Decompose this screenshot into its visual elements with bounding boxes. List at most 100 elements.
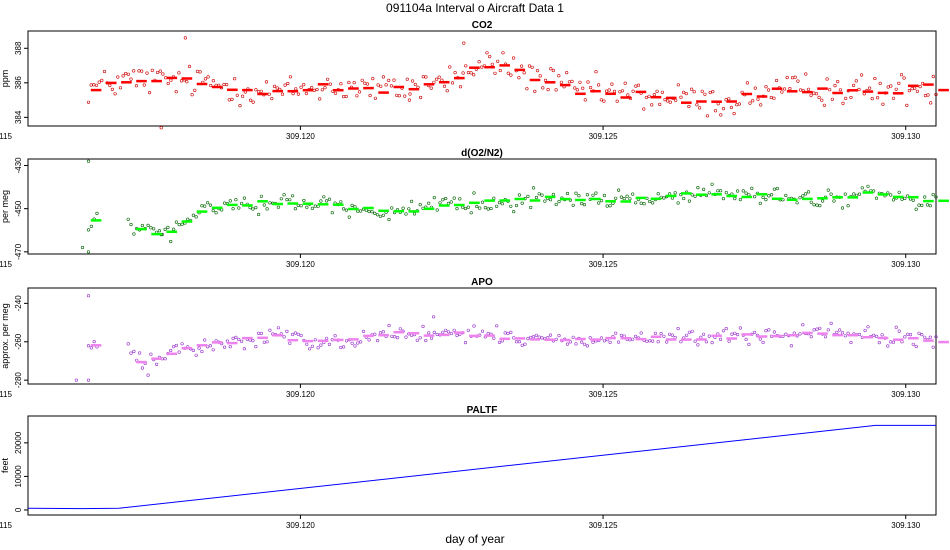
raw-point — [367, 209, 371, 214]
raw-point — [852, 192, 856, 196]
raw-point — [231, 336, 235, 341]
raw-point — [897, 190, 901, 194]
raw-point — [169, 348, 173, 353]
raw-point — [650, 339, 655, 343]
raw-point — [599, 336, 604, 340]
raw-point — [480, 329, 485, 333]
raw-point — [903, 335, 907, 339]
raw-point — [225, 82, 229, 87]
raw-point — [506, 331, 510, 336]
raw-point — [251, 339, 255, 343]
raw-point — [580, 340, 584, 344]
raw-point — [453, 70, 457, 75]
raw-point — [708, 90, 712, 95]
raw-point — [193, 88, 197, 92]
raw-point — [703, 92, 707, 96]
raw-point — [633, 201, 638, 205]
raw-point — [535, 68, 540, 73]
raw-point — [923, 195, 927, 199]
raw-point — [270, 96, 274, 101]
raw-point — [483, 206, 487, 210]
raw-point — [907, 88, 912, 93]
raw-point — [376, 339, 380, 343]
raw-point — [788, 86, 792, 91]
raw-point — [920, 203, 924, 207]
raw-point — [874, 196, 879, 200]
raw-point — [158, 69, 162, 73]
raw-point — [241, 94, 245, 98]
raw-point — [472, 191, 476, 195]
raw-point — [571, 335, 575, 339]
x-tick-label: 309.130 — [891, 260, 920, 269]
raw-point — [368, 93, 372, 98]
raw-point — [676, 83, 680, 87]
raw-point — [540, 336, 544, 340]
raw-point — [449, 200, 453, 204]
raw-point — [419, 95, 423, 100]
raw-point — [605, 204, 609, 208]
raw-point — [149, 226, 153, 230]
raw-point — [761, 340, 765, 345]
raw-point — [404, 212, 408, 216]
raw-point — [339, 345, 343, 350]
raw-point — [756, 97, 760, 101]
raw-point — [812, 203, 816, 207]
raw-point — [194, 215, 198, 219]
raw-point — [599, 98, 603, 102]
raw-point — [129, 351, 133, 355]
raw-point — [769, 95, 773, 100]
raw-point — [492, 336, 496, 340]
raw-point — [89, 224, 93, 228]
raw-point — [881, 102, 885, 106]
raw-point — [582, 203, 587, 207]
raw-point — [866, 184, 870, 188]
raw-point — [548, 333, 553, 337]
raw-point — [359, 209, 363, 213]
raw-point — [352, 80, 356, 85]
raw-point — [814, 92, 819, 96]
raw-point — [312, 88, 316, 92]
raw-point — [554, 202, 558, 207]
raw-point — [581, 86, 585, 90]
raw-point — [639, 331, 643, 335]
plot-frame — [27, 415, 937, 516]
x-tick-label: 309.130 — [891, 132, 920, 141]
raw-point — [97, 80, 101, 84]
raw-point — [355, 94, 359, 98]
raw-point — [891, 96, 896, 100]
raw-point — [809, 335, 813, 339]
raw-point — [721, 329, 726, 333]
raw-point — [318, 97, 322, 101]
raw-point — [697, 106, 702, 110]
raw-point — [533, 89, 537, 93]
raw-point — [495, 324, 499, 328]
raw-point — [495, 204, 499, 208]
raw-point — [492, 196, 496, 200]
raw-point — [549, 67, 553, 71]
raw-point — [140, 223, 144, 228]
raw-point — [393, 335, 397, 339]
raw-point — [790, 76, 795, 80]
raw-point — [272, 84, 277, 88]
y-tick-label: 386 — [14, 76, 23, 90]
raw-point — [877, 341, 881, 345]
raw-point — [809, 200, 813, 204]
raw-point — [238, 103, 242, 108]
raw-point — [150, 68, 154, 72]
raw-point — [911, 198, 915, 202]
raw-point — [667, 332, 672, 336]
raw-point — [897, 329, 901, 333]
raw-point — [840, 331, 845, 335]
raw-point — [373, 332, 377, 336]
raw-point — [639, 201, 643, 205]
raw-point — [89, 83, 93, 87]
raw-point — [829, 192, 833, 196]
raw-point — [503, 331, 507, 335]
raw-point — [604, 89, 609, 93]
raw-point — [647, 94, 651, 98]
x-tick-label: 309.130 — [891, 390, 920, 399]
raw-point — [785, 75, 789, 80]
raw-point — [249, 98, 253, 102]
raw-point — [509, 204, 513, 208]
raw-point — [511, 56, 516, 60]
